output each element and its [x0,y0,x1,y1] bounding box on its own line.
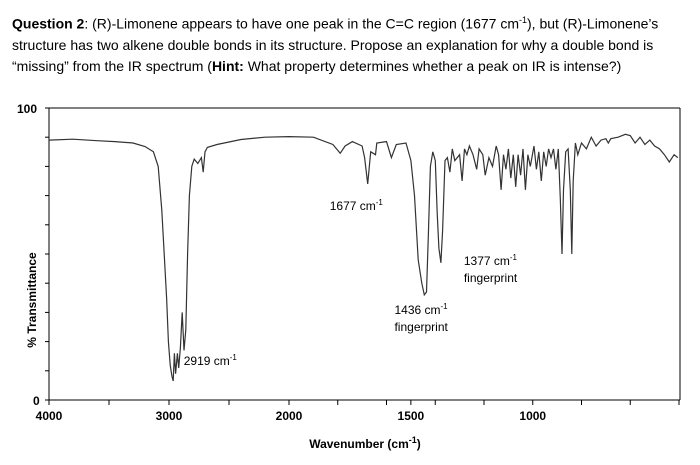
question-text-part-2: ), but (R)-Limonene’s structure has two … [12,15,659,74]
spectrum-series-line [48,133,679,382]
y-tick-100: 100 [17,102,37,116]
x-tick-label: 2000 [276,409,303,423]
question-text-part-1: : (R)-Limonene appears to have one peak … [84,15,519,32]
x-tick-label: 1500 [398,409,425,423]
x-tick-label: 4000 [36,409,63,423]
x-tick-label: 3000 [156,409,183,423]
peak-annotations: 1677 cm-1 1377 cm-1 fingerprint 1436 cm-1 fi… [184,198,518,368]
y-axis-title: % Transmittance [25,252,39,348]
question-label: Question 2 [12,15,85,32]
peak-annotation: 1677 cm-1 [330,198,384,213]
hint-text: What property determines whether a peak … [243,57,622,74]
y-tick-0: 0 [33,394,40,408]
axis-ticks [45,107,680,405]
question-superscript: -1 [519,15,528,25]
peak-annotation: 1377 cm-1 fingerprint [464,253,518,285]
question-text: Question 2: (R)-Limonene appears to have… [12,10,692,77]
x-tick-label: 1000 [519,409,546,423]
peak-annotation: 1436 cm-1 fingerprint [394,302,448,334]
peak-annotation: 2919 cm-1 [184,353,238,368]
hint-label: Hint: [211,57,244,74]
x-axis-title: Wavenumber (cm-1) [309,435,421,451]
x-tick-labels: 4000 3000 2000 1500 1000 [36,409,547,423]
